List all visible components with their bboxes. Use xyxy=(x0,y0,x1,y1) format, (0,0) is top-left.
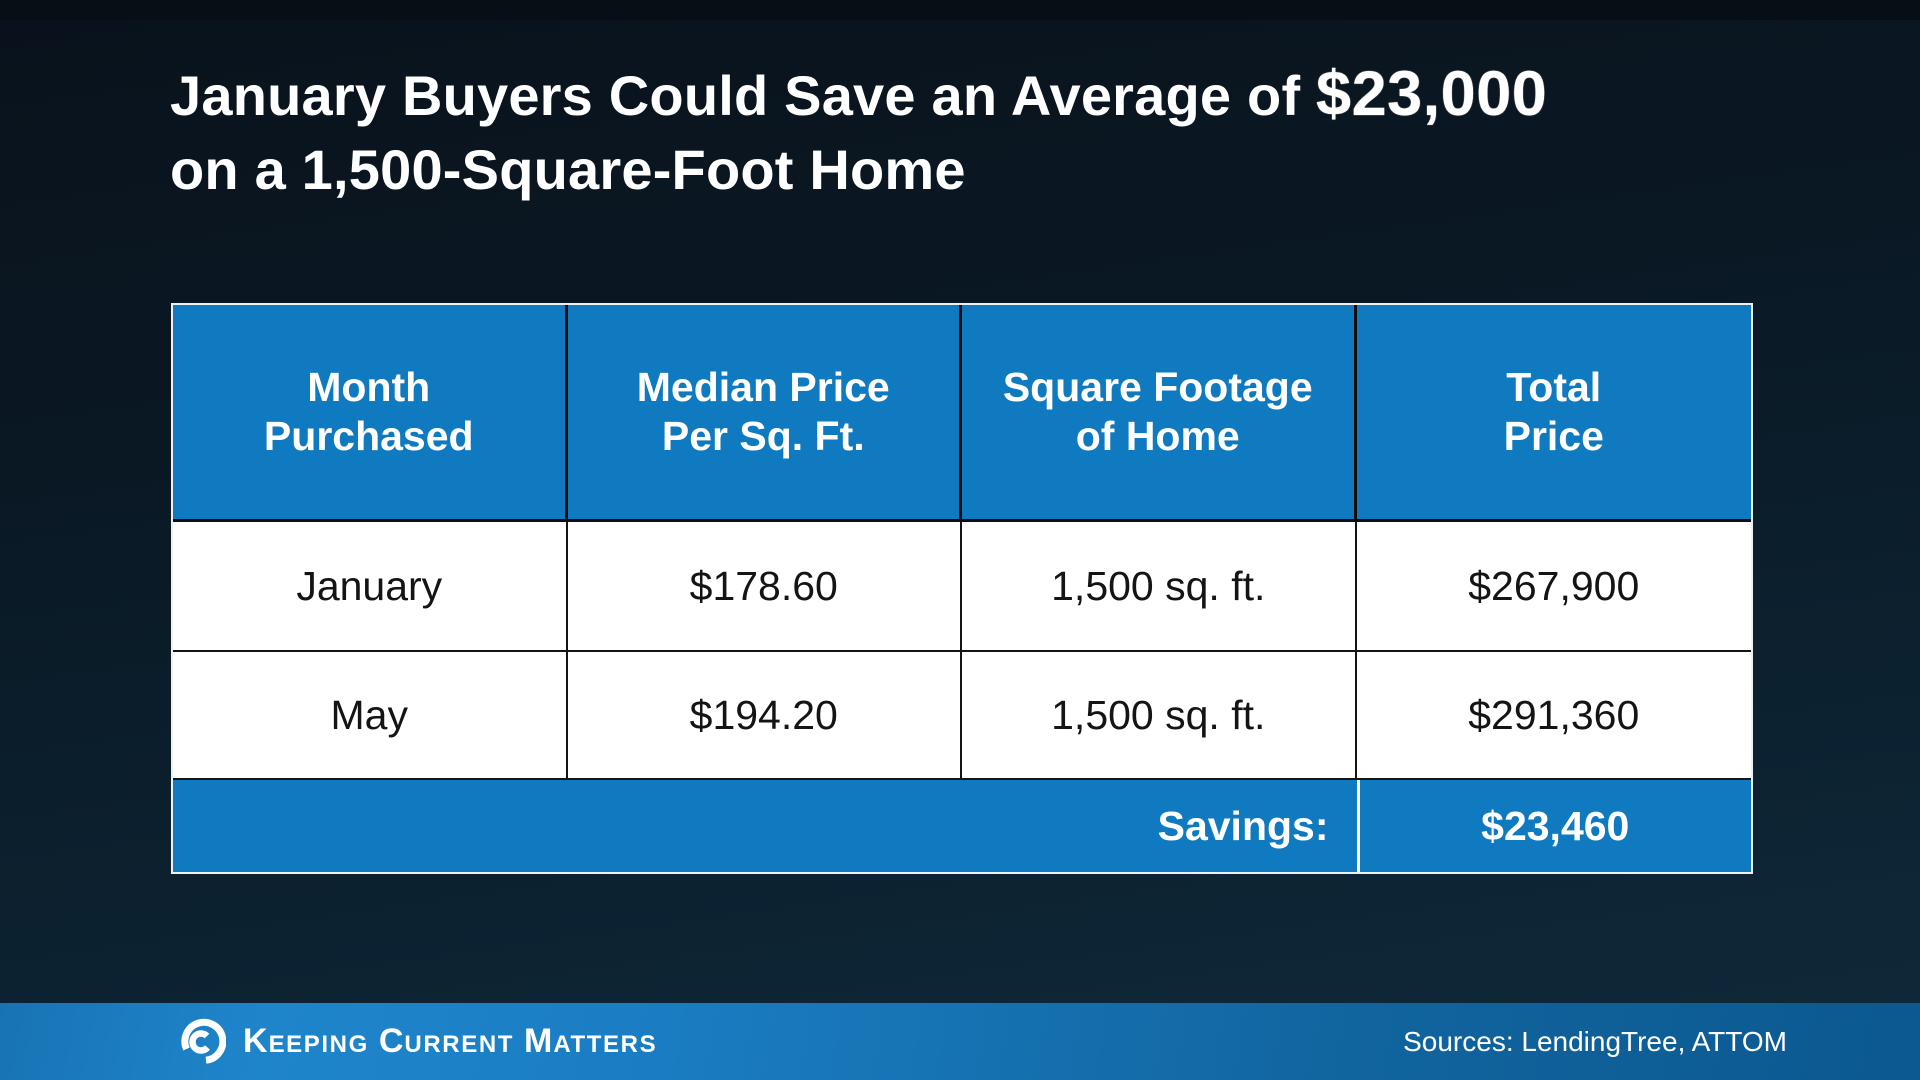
title-line-2: on a 1,500-Square-Foot Home xyxy=(170,138,966,201)
savings-label: Savings: xyxy=(173,780,1357,872)
kcm-logo-swirl-icon xyxy=(181,1018,226,1064)
brand-word-matters: ATTERS xyxy=(553,1031,658,1058)
header-cell-median-price: Median Price Per Sq. Ft. xyxy=(567,305,962,522)
header-cell-month-purchased: Month Purchased xyxy=(173,305,568,522)
page-title: January Buyers Could Save an Average of … xyxy=(170,57,1850,207)
cell-january-month: January xyxy=(173,522,568,652)
cell-may-square-footage: 1,500 sq. ft. xyxy=(962,652,1357,780)
top-strip xyxy=(0,0,1920,20)
cell-may-median-price: $194.20 xyxy=(567,652,962,780)
brand-word-current: URRENT xyxy=(404,1031,515,1058)
cell-january-total-price: $267,900 xyxy=(1356,522,1751,652)
price-comparison-table: Month Purchased Median Price Per Sq. Ft.… xyxy=(171,303,1753,874)
cell-january-median-price: $178.60 xyxy=(567,522,962,652)
cell-may-month: May xyxy=(173,652,568,780)
brand-initial-c: C xyxy=(378,1022,405,1060)
sources-text: Sources: LendingTree, ATTOM xyxy=(1403,1025,1787,1057)
title-line-1-text: January Buyers Could Save an Average of xyxy=(170,64,1317,127)
cell-january-square-footage: 1,500 sq. ft. xyxy=(962,522,1357,652)
brand-word-keeping: EEPING xyxy=(268,1031,369,1058)
title-line-1: January Buyers Could Save an Average of … xyxy=(170,59,1547,129)
title-savings-amount: $23,000 xyxy=(1316,59,1548,129)
brand-initial-m: M xyxy=(524,1022,554,1060)
cell-may-total-price: $291,360 xyxy=(1356,652,1751,780)
header-cell-square-footage: Square Footage of Home xyxy=(962,305,1357,522)
footer-bar: KEEPING CURRENT MATTERS Sources: LendingTr… xyxy=(0,1003,1920,1080)
savings-value: $23,460 xyxy=(1356,780,1751,872)
brand-initial-k: K xyxy=(243,1022,269,1060)
header-cell-total-price: Total Price xyxy=(1356,305,1751,522)
brand-name: KEEPING CURRENT MATTERS xyxy=(243,1022,657,1061)
